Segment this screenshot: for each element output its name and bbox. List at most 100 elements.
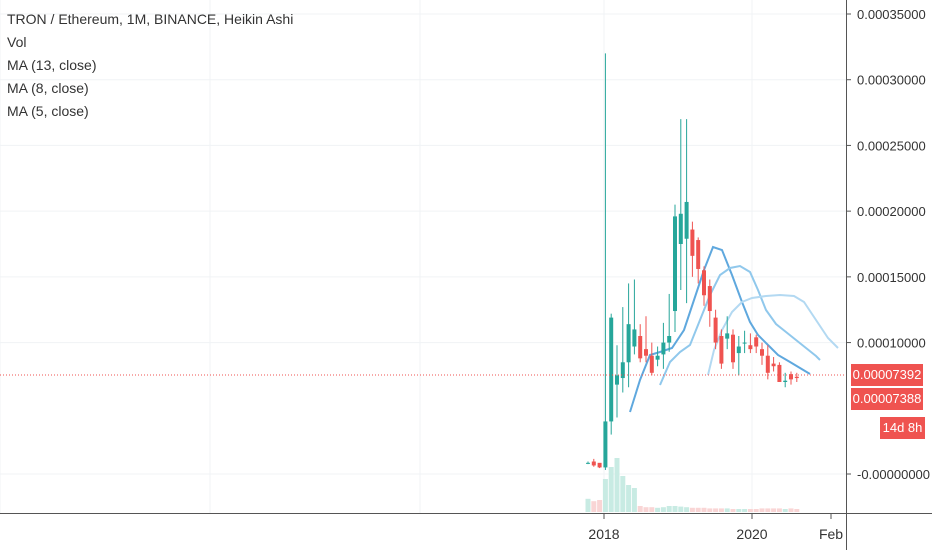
candle-body xyxy=(591,461,596,466)
candle-body xyxy=(655,355,660,360)
volume-bar xyxy=(631,488,637,512)
volume-bar xyxy=(776,508,782,512)
candle-body xyxy=(632,329,637,347)
candle-body xyxy=(620,362,625,379)
candle xyxy=(765,345,770,380)
price-axis[interactable]: 0.00035000 0.00030000 0.00025000 0.00020000… xyxy=(846,7,930,482)
volume-bar xyxy=(695,507,701,512)
candle xyxy=(673,204,677,333)
volume-bar xyxy=(649,507,655,512)
volume-bar xyxy=(736,509,742,512)
candle-body xyxy=(644,349,648,356)
volume-bar xyxy=(620,476,626,512)
candles xyxy=(586,53,799,471)
candle xyxy=(731,329,735,369)
candle xyxy=(690,221,695,277)
candle xyxy=(678,119,683,290)
candle-body xyxy=(673,216,677,312)
candle-body xyxy=(667,336,672,343)
legend-ma8[interactable]: MA (8, close) xyxy=(7,80,89,96)
volume-bar xyxy=(707,508,713,512)
price-tick-label: 0.00035000 xyxy=(857,7,926,22)
candle xyxy=(591,458,596,467)
candle-body xyxy=(702,270,706,296)
volume-bar xyxy=(585,498,591,512)
candle xyxy=(632,279,637,355)
time-axis[interactable]: 2018 2020 Feb xyxy=(588,513,843,542)
legend-ma5[interactable]: MA (5, close) xyxy=(7,103,89,119)
candle-body xyxy=(765,355,770,373)
candle xyxy=(771,357,776,372)
candle xyxy=(684,119,689,304)
candle-body xyxy=(678,213,683,244)
legend-volume[interactable]: Vol xyxy=(7,34,27,50)
candle xyxy=(597,462,602,469)
candle-body xyxy=(725,333,730,339)
candle xyxy=(719,329,724,369)
candle-body xyxy=(649,355,654,373)
volume-bar xyxy=(782,509,788,512)
volume-bar xyxy=(788,508,794,512)
volume-bar xyxy=(724,508,730,512)
candle xyxy=(760,342,764,365)
price-tick-label: -0.00000000 xyxy=(857,467,930,482)
candle xyxy=(736,336,741,376)
ma8-line xyxy=(659,264,821,386)
volume-bars xyxy=(585,458,800,512)
volume-bar xyxy=(684,507,690,512)
price-tick-label: 0.00020000 xyxy=(857,204,926,219)
volume-bar xyxy=(747,509,753,512)
candle xyxy=(626,283,631,388)
candle xyxy=(620,307,625,393)
price-tick-label: 0.00015000 xyxy=(857,270,926,285)
candle-body xyxy=(731,334,735,363)
volume-bar xyxy=(701,507,707,512)
candle xyxy=(789,371,793,385)
candle-body xyxy=(696,240,701,269)
candle xyxy=(707,279,712,327)
candle-body xyxy=(713,317,718,343)
candle xyxy=(783,372,788,388)
volume-bar xyxy=(655,507,661,512)
candle-body xyxy=(615,375,619,385)
ma5-line xyxy=(629,245,811,413)
candle-body xyxy=(690,229,695,256)
volume-bar xyxy=(771,508,777,512)
candle xyxy=(638,324,643,363)
volume-bar xyxy=(672,506,678,512)
candle-body xyxy=(760,349,764,356)
volume-bar xyxy=(794,509,800,512)
volume-bar xyxy=(637,506,643,512)
price-tick-label: 0.00030000 xyxy=(857,73,926,88)
volume-bar xyxy=(718,508,724,512)
candle xyxy=(794,372,799,382)
candle xyxy=(702,266,706,306)
volume-bar xyxy=(660,507,666,512)
volume-bar xyxy=(753,509,759,512)
volume-bar xyxy=(602,479,608,512)
candle xyxy=(603,53,608,471)
symbol-title[interactable]: TRON / Ethereum, 1M, BINANCE, Heikin Ash… xyxy=(7,11,294,27)
candle-body xyxy=(638,336,643,359)
candle xyxy=(742,330,747,354)
time-tick-label: 2020 xyxy=(736,526,767,542)
candle-body xyxy=(609,317,614,422)
candle xyxy=(655,346,660,367)
candle xyxy=(713,309,718,350)
candle-body xyxy=(736,346,741,354)
candle xyxy=(661,322,666,369)
candle xyxy=(667,293,672,352)
candle-body xyxy=(719,336,724,364)
candle-body xyxy=(707,286,712,312)
candle xyxy=(725,316,730,350)
second-price-tag: 0.00007388 xyxy=(851,388,923,410)
candle-body xyxy=(661,342,666,355)
volume-bar xyxy=(765,508,771,512)
volume-bar xyxy=(713,508,719,512)
volume-bar xyxy=(626,485,632,512)
candle-body xyxy=(777,364,782,382)
volume-bar xyxy=(614,458,620,512)
legend-ma13[interactable]: MA (13, close) xyxy=(7,57,97,73)
candle xyxy=(754,334,759,354)
